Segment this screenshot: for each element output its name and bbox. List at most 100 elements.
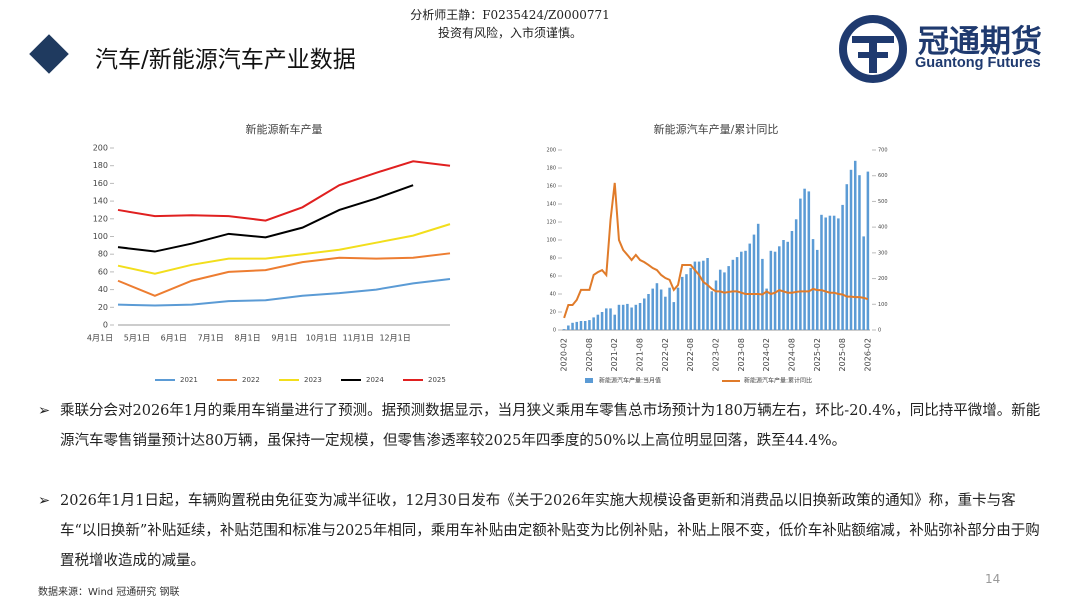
bar xyxy=(685,274,688,330)
bar xyxy=(693,261,697,330)
bar xyxy=(849,169,853,330)
bar xyxy=(820,214,823,330)
source: 数据来源：Wind 冠通研究 钢联 xyxy=(38,587,180,598)
bar xyxy=(811,239,815,330)
line xyxy=(117,184,414,253)
x-tick-label: 2024-02 xyxy=(762,338,771,371)
y-tick-label: 100 xyxy=(878,302,888,308)
bar xyxy=(744,250,747,330)
x-tick-label: 12月1日 xyxy=(379,334,410,343)
bar xyxy=(689,267,692,330)
y-tick-label: 40 xyxy=(98,285,108,294)
bar xyxy=(773,251,777,330)
y-tick-label: 0 xyxy=(878,328,881,334)
y-tick-label: 100 xyxy=(93,232,108,241)
bar xyxy=(630,307,633,330)
bar xyxy=(765,288,768,330)
bar xyxy=(676,287,680,330)
bar xyxy=(731,259,735,330)
bar xyxy=(655,283,659,330)
y-tick-label: 140 xyxy=(93,197,108,206)
x-tick-label: 2020-02 xyxy=(560,338,569,371)
slide-title: 汽车/新能源汽车产业数据 xyxy=(95,47,356,73)
bar xyxy=(651,288,654,330)
legend-label: 2023 xyxy=(304,376,322,384)
bar xyxy=(664,296,667,330)
x-tick-label: 2022-08 xyxy=(686,338,695,371)
bar xyxy=(752,234,756,330)
bar xyxy=(828,215,832,330)
bar xyxy=(609,308,612,330)
y-tick-label: 400 xyxy=(878,225,888,231)
y-tick-label: 160 xyxy=(93,179,108,188)
bar xyxy=(866,171,870,330)
bar xyxy=(786,241,789,330)
bar xyxy=(841,204,844,330)
x-tick-label: 4月1日 xyxy=(87,334,113,343)
logo-cn: 冠通期货 xyxy=(918,24,1042,60)
bar xyxy=(748,243,752,330)
x-tick-label: 2024-08 xyxy=(787,338,796,371)
y-tick-label: 80 xyxy=(550,256,556,262)
logo-icon xyxy=(839,15,907,83)
legend-label: 2024 xyxy=(366,376,384,384)
y-tick-label: 40 xyxy=(550,292,556,298)
bar xyxy=(723,272,726,330)
y-tick-label: 60 xyxy=(98,267,108,276)
chart-title: 新能源汽车产量/累计同比 xyxy=(654,122,779,136)
x-tick-label: 2023-08 xyxy=(737,338,746,371)
page-number: 14 xyxy=(985,572,1001,586)
bar xyxy=(837,218,840,330)
y-tick-label: 180 xyxy=(93,161,108,170)
bar xyxy=(647,294,650,330)
legend-label: 新能源汽车产量:累计同比 xyxy=(744,377,812,385)
x-tick-label: 11月1日 xyxy=(343,334,374,343)
y-tick-label: 300 xyxy=(878,250,888,256)
bar xyxy=(702,260,705,330)
line xyxy=(563,182,869,319)
x-tick-label: 8月1日 xyxy=(234,334,260,343)
x-tick-label: 5月1日 xyxy=(124,334,150,343)
y-tick-label: 80 xyxy=(98,250,108,259)
line xyxy=(117,277,451,307)
y-tick-label: 120 xyxy=(546,220,556,226)
bar xyxy=(697,261,701,330)
x-tick-label: 2026-02 xyxy=(863,338,872,371)
bar xyxy=(672,302,676,330)
bar xyxy=(727,266,730,330)
x-tick-label: 2020-08 xyxy=(585,338,594,371)
line xyxy=(117,252,451,297)
bar xyxy=(862,236,865,330)
bar xyxy=(790,231,794,330)
bar xyxy=(567,325,570,330)
line xyxy=(117,223,451,275)
line xyxy=(117,160,451,222)
bar xyxy=(600,312,604,330)
bar xyxy=(638,303,642,330)
legend-label: 2021 xyxy=(180,376,198,384)
bar xyxy=(824,217,827,330)
bar xyxy=(740,251,743,330)
legend-label: 新能源汽车产量:当月值 xyxy=(599,377,661,385)
bar xyxy=(778,246,781,330)
x-tick-label: 2022-02 xyxy=(661,338,670,371)
bar xyxy=(680,276,684,330)
y-tick-label: 500 xyxy=(878,199,888,205)
legend-label: 2025 xyxy=(428,376,446,384)
bullet: 乘联分会对2026年1月的乘用车销量进行了预测。据预测数据显示，当月狭义乘用车零… xyxy=(38,396,1048,456)
bar xyxy=(853,160,857,330)
bar xyxy=(769,250,773,330)
bar xyxy=(807,191,811,330)
bar xyxy=(621,304,625,330)
bar xyxy=(643,298,646,330)
x-tick-label: 7月1日 xyxy=(198,334,224,343)
bar xyxy=(756,223,760,330)
bar xyxy=(858,175,861,330)
legend-label: 2022 xyxy=(242,376,260,384)
bar xyxy=(710,291,714,330)
logo-en: Guantong Futures xyxy=(915,55,1041,71)
bar xyxy=(596,314,600,330)
bar xyxy=(579,321,583,330)
